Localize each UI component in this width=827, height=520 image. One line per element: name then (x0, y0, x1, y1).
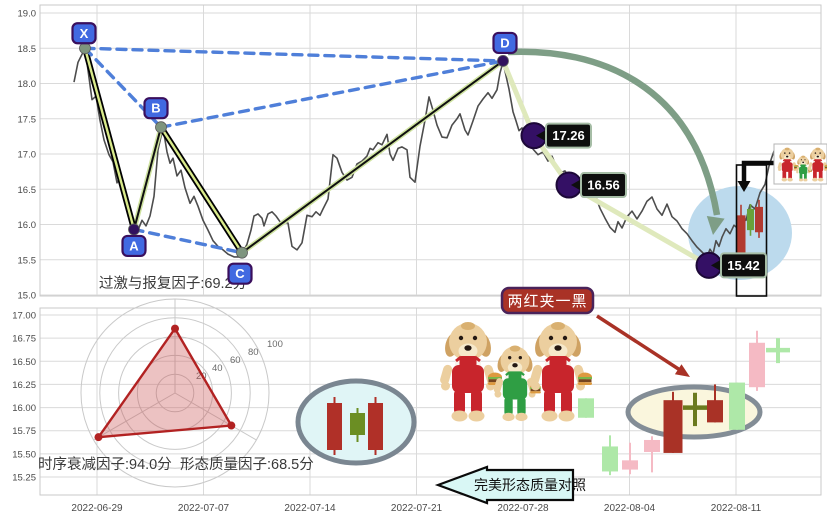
price-tag-text: 15.42 (727, 258, 760, 273)
top-ytick: 18.5 (18, 44, 37, 55)
bottom-ytick: 16.75 (12, 334, 36, 345)
red-pointer-arrow (596, 314, 690, 377)
radar-rtick: 60 (230, 355, 241, 366)
pattern-label-A: A (129, 238, 139, 253)
candle (578, 398, 594, 418)
highlighted-candles (736, 199, 763, 262)
x-date-label: 2022-08-04 (604, 503, 656, 514)
pattern-point-C (236, 246, 248, 259)
factor-radar-chart: 20 40 60 80 100 (80, 298, 283, 488)
pattern-label-box-C (227, 262, 253, 285)
top-ytick: 15.0 (18, 291, 37, 302)
pattern-point-D (497, 55, 509, 67)
price-tags: 17.26 16.56 15.42 (520, 122, 767, 279)
bottom-ytick: 15.50 (12, 449, 36, 460)
candle (729, 382, 745, 430)
top-ytick: 16.0 (18, 220, 37, 231)
sage-curve-arrow (507, 48, 725, 235)
top-ytick: 19.0 (18, 9, 37, 20)
bottom-ytick: 16.00 (12, 403, 36, 414)
top-ytick: 18.0 (18, 79, 37, 90)
pattern-label-X: X (80, 26, 89, 41)
x-date-label: 2022-06-29 (71, 503, 123, 514)
price-tag (580, 172, 627, 199)
top-ytick: 17.0 (18, 150, 37, 161)
mini-dogs-image (773, 143, 827, 185)
candle (749, 342, 765, 388)
bottom-ytick: 15.25 (12, 473, 36, 484)
pattern-point-X (79, 42, 91, 55)
left-arrow-box (434, 465, 575, 505)
bottom-ytick: 17.00 (12, 311, 36, 322)
x-date-label: 2022-07-21 (391, 503, 443, 514)
candle (707, 400, 723, 423)
xabcd-pattern: X A B C D (71, 22, 711, 285)
radar-rtick: 100 (267, 339, 283, 350)
compare-callout: 完美形态质量对照 (434, 465, 586, 505)
radar-triangle (96, 326, 234, 439)
bottom-ytick: 15.75 (12, 426, 36, 437)
top-ytick: 15.5 (18, 255, 37, 266)
candle (663, 400, 683, 453)
pattern-point-A (128, 223, 140, 236)
top-ytick: 17.5 (18, 114, 37, 125)
x-date-label: 2022-07-28 (497, 503, 549, 514)
pattern-label-B: B (151, 101, 160, 116)
candle (602, 446, 618, 472)
pattern-label-box-D (492, 31, 518, 55)
overshoot-factor-text: 过激与报复因子:69.2分 (99, 274, 247, 292)
radar-rtick: 40 (212, 363, 223, 374)
pattern-label-D: D (500, 35, 509, 50)
top-ytick: 16.5 (18, 185, 37, 196)
pattern-label-box-A (121, 234, 147, 258)
x-date-label: 2022-07-07 (178, 503, 230, 514)
x-date-label: 2022-07-14 (284, 503, 336, 514)
price-tag (720, 252, 767, 279)
price-tag (545, 122, 592, 149)
compare-note-text: 完美形态质量对照 (474, 477, 586, 493)
x-date-label: 2022-08-11 (711, 503, 762, 514)
pattern-point-B (155, 121, 167, 134)
radar-rtick: 80 (248, 347, 259, 358)
grid-and-axes: 19.0 18.5 18.0 17.5 17.0 16.5 16.0 15.5 15.0 17.0… (12, 4, 822, 514)
pattern-label-box-B (143, 97, 169, 120)
quality-factor-text: 形态质量因子:68.5分 (180, 456, 314, 473)
decay-factor-text: 时序衰减因子:94.0分 (38, 456, 172, 473)
retracement-line (500, 59, 711, 268)
pattern-name-callout: 两红夹一黑 (500, 286, 595, 315)
daily-candlesticks (578, 330, 790, 476)
perfect-pattern-candles (327, 397, 383, 455)
down-elbow-arrow (737, 160, 777, 192)
bottom-ytick: 16.25 (12, 380, 36, 391)
pattern-label-box-X (71, 22, 97, 45)
price-tag-text: 17.26 (552, 128, 585, 143)
candle (622, 460, 638, 470)
pattern-name-text: 两红夹一黑 (507, 293, 587, 310)
candle (644, 439, 660, 453)
pattern-label-C: C (235, 266, 245, 281)
bottom-ytick: 16.50 (12, 357, 36, 368)
price-tag-text: 16.56 (587, 178, 620, 193)
radar-rtick: 20 (196, 371, 207, 382)
